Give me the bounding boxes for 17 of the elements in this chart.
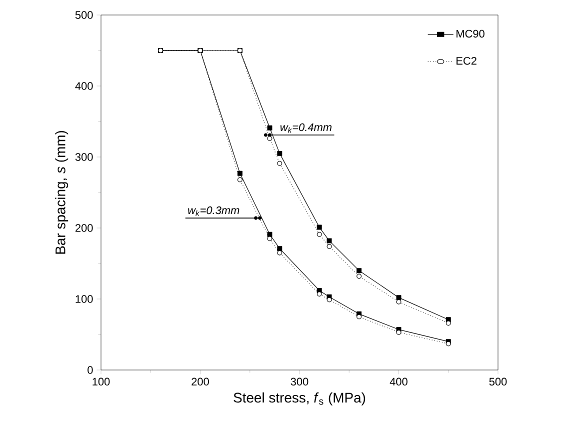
x-tick-label: 300 — [290, 378, 308, 386]
x-tick-label: 200 — [192, 378, 209, 386]
x-tick-label: 500 — [489, 378, 507, 386]
y-tick-label: 200 — [75, 224, 93, 232]
y-tick-label: 0 — [88, 366, 93, 374]
annotation: w$_{k}$=0.4mm — [280, 123, 332, 133]
y-axis-title: Bar spacing, s (mm) — [55, 130, 68, 254]
y-tick-label: 300 — [75, 153, 93, 161]
y-tick-label: 400 — [75, 82, 93, 90]
y-tick-label: 500 — [75, 11, 93, 19]
legend-label: MC90 — [456, 30, 484, 38]
x-tick-label: 400 — [390, 378, 408, 386]
y-tick-label: 100 — [76, 295, 93, 303]
legend-label: EC2 — [456, 56, 476, 65]
x-axis-title: Steel stress, f$_{s}$ (MPa) — [234, 392, 366, 406]
x-tick-label: 100 — [92, 378, 110, 386]
annotation: w$_{k}$=0.3mm — [188, 206, 240, 216]
